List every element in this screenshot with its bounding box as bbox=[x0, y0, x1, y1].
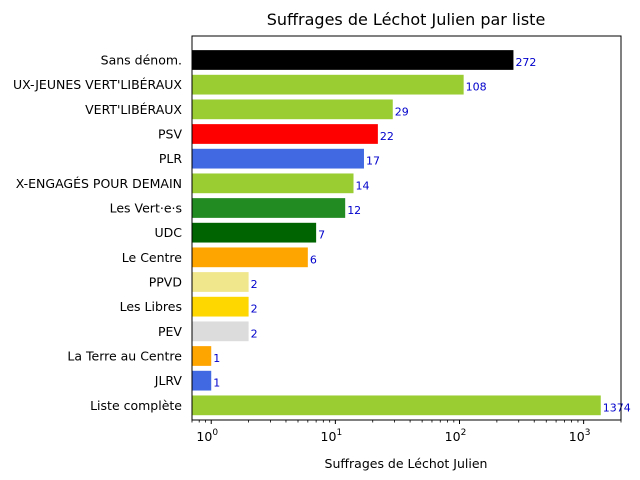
chart-title: Suffrages de Léchot Julien par liste bbox=[267, 10, 546, 29]
category-label: Sans dénom. bbox=[101, 53, 182, 68]
bar-7 bbox=[192, 222, 317, 243]
x-tick-label: 102 bbox=[445, 428, 467, 444]
value-label: 29 bbox=[395, 105, 409, 118]
value-label: 2 bbox=[251, 327, 258, 340]
category-label: X-ENGAGÉS POUR DEMAIN bbox=[16, 176, 182, 191]
category-label: JLRV bbox=[154, 373, 183, 388]
bar-11 bbox=[192, 321, 249, 342]
category-label: Liste complète bbox=[90, 398, 182, 413]
category-label: UDC bbox=[154, 225, 182, 240]
value-label: 1 bbox=[213, 352, 220, 365]
value-label: 17 bbox=[366, 155, 380, 168]
value-label: 2 bbox=[251, 278, 258, 291]
category-label: UX-JEUNES VERT'LIBÉRAUX bbox=[13, 77, 182, 92]
bar-8 bbox=[192, 247, 308, 268]
value-label: 7 bbox=[318, 229, 325, 242]
x-tick-label: 103 bbox=[569, 428, 591, 444]
value-label: 272 bbox=[515, 56, 536, 69]
bar-0 bbox=[192, 50, 514, 70]
category-label: Les Vert·e·s bbox=[110, 201, 182, 216]
category-label: PPVD bbox=[149, 275, 182, 290]
bar-14 bbox=[192, 395, 601, 416]
category-label: PEV bbox=[158, 324, 182, 339]
value-label: 1 bbox=[213, 377, 220, 390]
x-tick-label: 101 bbox=[321, 428, 343, 444]
x-axis-label: Suffrages de Léchot Julien bbox=[325, 456, 488, 471]
value-label: 14 bbox=[356, 179, 370, 192]
x-axis: 100 101 102 103 bbox=[191, 420, 622, 444]
value-label: 6 bbox=[310, 253, 317, 266]
x-tick-label: 100 bbox=[196, 428, 218, 444]
category-labels: Sans dénom. UX-JEUNES VERT'LIBÉRAUX VERT'L… bbox=[13, 53, 183, 413]
bar-3 bbox=[192, 124, 378, 144]
bar-13 bbox=[192, 370, 212, 391]
value-label: 22 bbox=[380, 130, 394, 143]
bars-group bbox=[192, 50, 601, 416]
category-label: La Terre au Centre bbox=[67, 349, 182, 364]
bar-12 bbox=[192, 346, 212, 366]
value-label: 1374 bbox=[603, 401, 631, 414]
value-label: 12 bbox=[347, 204, 361, 217]
bar-5 bbox=[192, 173, 354, 194]
bar-9 bbox=[192, 272, 249, 292]
category-label: PLR bbox=[159, 151, 183, 166]
category-label: PSV bbox=[158, 127, 182, 142]
value-label: 108 bbox=[466, 81, 487, 94]
bar-6 bbox=[192, 198, 346, 218]
bar-1 bbox=[192, 74, 464, 95]
bar-2 bbox=[192, 99, 393, 120]
value-label: 2 bbox=[251, 303, 258, 316]
plot-frame bbox=[191, 35, 622, 421]
bar-10 bbox=[192, 296, 249, 317]
category-label: VERT'LIBÉRAUX bbox=[85, 102, 182, 117]
category-label: Le Centre bbox=[122, 250, 183, 265]
category-label: Les Libres bbox=[120, 299, 182, 314]
bar-4 bbox=[192, 148, 364, 169]
